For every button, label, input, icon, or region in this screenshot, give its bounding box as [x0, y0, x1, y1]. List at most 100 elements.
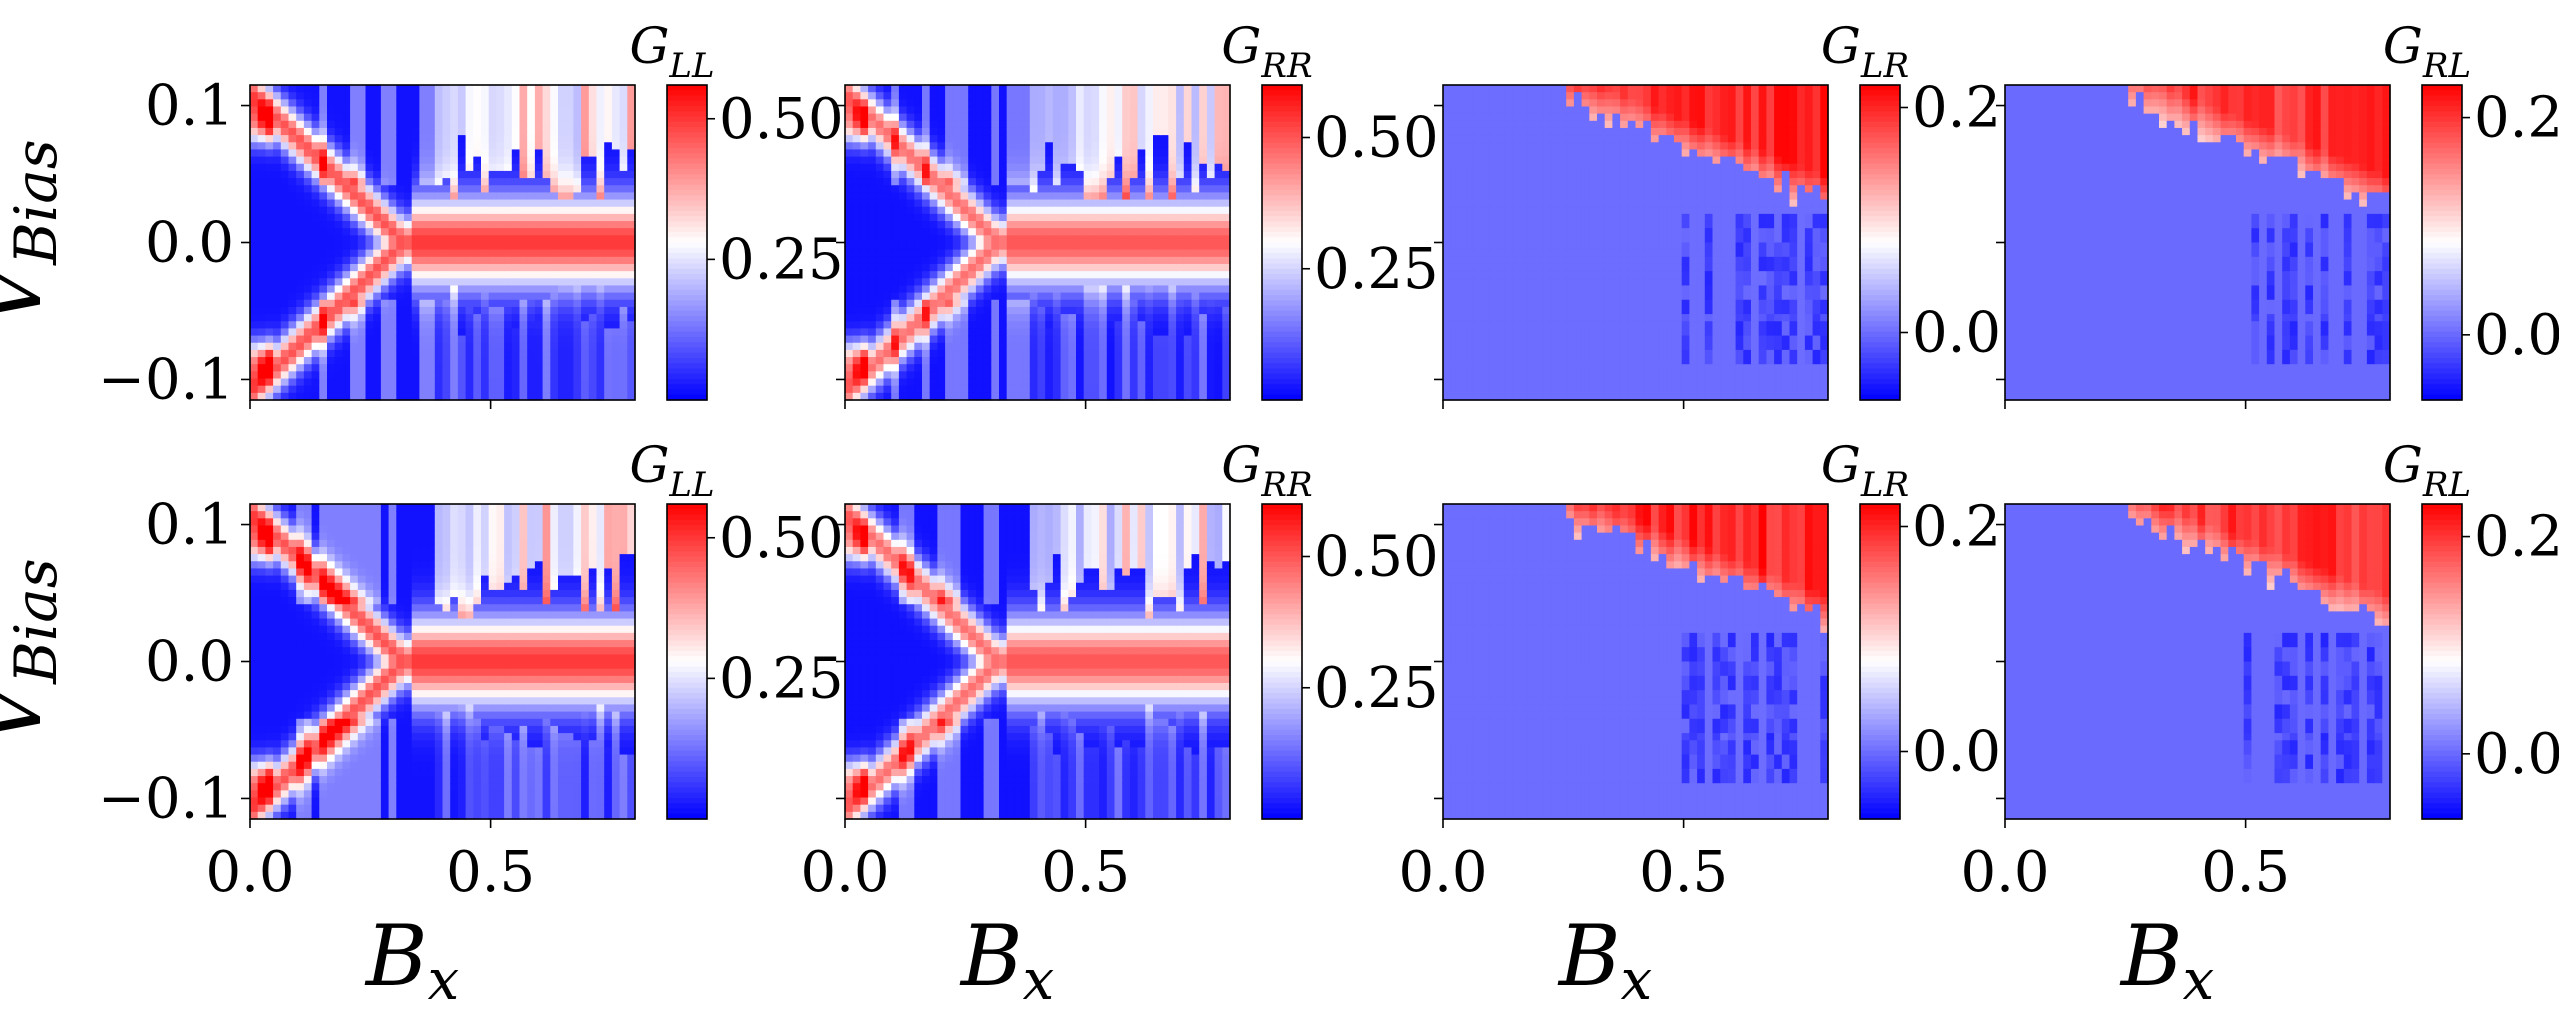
heatmap-cell	[281, 149, 289, 157]
heatmap-cell	[1489, 293, 1497, 301]
heatmap-cell	[589, 228, 597, 236]
heatmap-cell	[922, 121, 930, 129]
heatmap-cell	[496, 271, 504, 279]
colorbar-step	[1262, 332, 1302, 338]
heatmap-cell	[550, 379, 558, 387]
heatmap-cell	[914, 293, 922, 301]
heatmap-cell	[1489, 235, 1497, 243]
heatmap-cell	[527, 357, 535, 365]
heatmap-cell	[1084, 92, 1092, 100]
heatmap-cell	[620, 235, 628, 243]
heatmap-cell	[1084, 357, 1092, 365]
heatmap-cell	[1053, 200, 1061, 208]
heatmap-cell	[1184, 149, 1192, 157]
heatmap-cell	[466, 271, 474, 279]
heatmap-cell	[458, 293, 466, 301]
heatmap-cell	[589, 278, 597, 286]
heatmap-cell	[473, 379, 481, 387]
heatmap-cell	[845, 114, 853, 122]
heatmap-cell	[1138, 300, 1146, 308]
heatmap-cell	[404, 164, 412, 172]
heatmap-cell	[1045, 350, 1053, 358]
heatmap-cell	[1161, 379, 1169, 387]
heatmap-cell	[412, 307, 420, 315]
heatmap-cell	[273, 99, 281, 107]
heatmap-cell	[535, 364, 543, 372]
heatmap-cell	[504, 99, 512, 107]
heatmap-cell	[335, 328, 343, 336]
heatmap-cell	[289, 92, 297, 100]
heatmap-cell	[335, 135, 343, 143]
heatmap-cell	[427, 85, 435, 93]
heatmap-cell	[512, 128, 520, 136]
heatmap-cell	[620, 92, 628, 100]
heatmap-cell	[1161, 307, 1169, 315]
colorbar-step	[1262, 222, 1302, 228]
heatmap-cell	[961, 293, 969, 301]
heatmap-cell	[1053, 99, 1061, 107]
heatmap-cell	[496, 278, 504, 286]
heatmap-cell	[512, 164, 520, 172]
heatmap-cell	[1061, 157, 1069, 165]
heatmap-cell	[1022, 200, 1030, 208]
heatmap-cell	[1130, 228, 1138, 236]
heatmap-cell	[458, 271, 466, 279]
heatmap-cell	[443, 386, 451, 394]
heatmap-cells	[845, 85, 1231, 401]
heatmap-cell	[412, 285, 420, 293]
heatmap-cell	[466, 243, 474, 251]
heatmap-cell	[273, 149, 281, 157]
heatmap-cell	[1076, 257, 1084, 265]
heatmap-cell	[504, 264, 512, 272]
heatmap-cell	[961, 328, 969, 336]
heatmap-cell	[1138, 171, 1146, 179]
heatmap-cell	[373, 221, 381, 229]
heatmap-cell	[389, 92, 397, 100]
heatmap-cell	[543, 314, 551, 322]
heatmap-cell	[876, 250, 884, 258]
heatmap-cell	[543, 343, 551, 351]
heatmap-cell	[1091, 271, 1099, 279]
heatmap-cell	[404, 336, 412, 344]
heatmap-cell	[312, 293, 320, 301]
heatmap-cell	[558, 92, 566, 100]
heatmap-cell	[876, 142, 884, 150]
heatmap-cell	[1030, 278, 1038, 286]
heatmap-cell	[496, 178, 504, 186]
heatmap-cell	[427, 250, 435, 258]
heatmap-cell	[945, 379, 953, 387]
heatmap-cell	[520, 250, 528, 258]
heatmap-cell	[961, 307, 969, 315]
heatmap-cell	[1061, 92, 1069, 100]
heatmap-cell	[550, 300, 558, 308]
colorbar-step	[1262, 379, 1302, 385]
heatmap-cell	[1053, 343, 1061, 351]
heatmap-cell	[1045, 364, 1053, 372]
heatmap-cell	[535, 214, 543, 222]
heatmap-cell	[1215, 357, 1223, 365]
heatmap-cell	[937, 336, 945, 344]
heatmap-cell	[1107, 135, 1115, 143]
heatmap-cell	[899, 357, 907, 365]
heatmap-cell	[373, 185, 381, 193]
heatmap-cell	[604, 121, 612, 129]
heatmap-cell	[1474, 293, 1482, 301]
heatmap-cell	[581, 350, 589, 358]
heatmap-cell	[1474, 386, 1482, 394]
heatmap-cell	[1153, 250, 1161, 258]
heatmap-cell	[265, 135, 273, 143]
heatmap-cell	[1184, 185, 1192, 193]
heatmap-cell	[489, 278, 497, 286]
heatmap-cell	[922, 200, 930, 208]
heatmap-cell	[1053, 350, 1061, 358]
heatmap-cell	[281, 350, 289, 358]
heatmap-cell	[350, 135, 358, 143]
heatmap-cell	[984, 149, 992, 157]
heatmap-cell	[953, 336, 961, 344]
heatmap-cell	[558, 214, 566, 222]
heatmap-cell	[612, 336, 620, 344]
heatmap-cell	[1192, 336, 1200, 344]
heatmap-cell	[945, 343, 953, 351]
heatmap-cell	[566, 142, 574, 150]
heatmap-cell	[496, 379, 504, 387]
